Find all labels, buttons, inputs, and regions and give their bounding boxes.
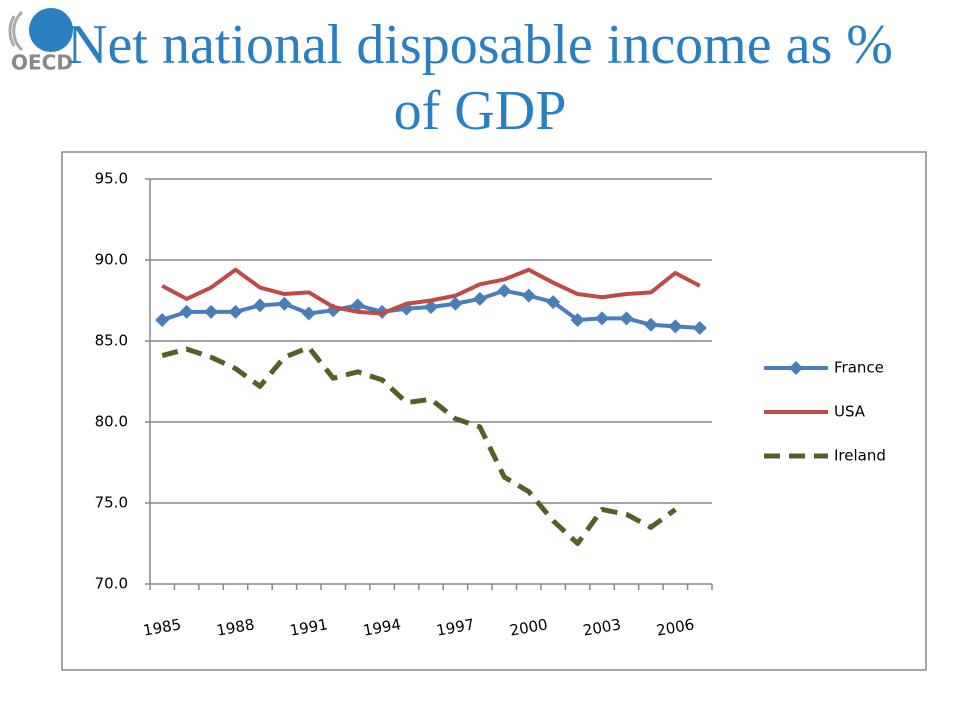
legend-label: France [834, 359, 884, 377]
legend-marker [789, 361, 803, 375]
point-marker [252, 298, 267, 313]
point-marker [277, 296, 292, 311]
x-tick-label: 1985 [142, 615, 183, 639]
point-marker [692, 321, 707, 336]
point-marker [448, 296, 463, 311]
point-marker [643, 317, 658, 332]
point-marker [570, 312, 585, 327]
y-tick-label: 80.0 [95, 413, 128, 431]
x-tick-label: 1994 [362, 615, 403, 639]
point-marker [668, 319, 683, 334]
point-marker [546, 295, 561, 310]
legend-label: Ireland [834, 447, 886, 465]
y-tick-label: 95.0 [95, 170, 128, 188]
point-marker [350, 298, 365, 313]
series-line [161, 344, 677, 546]
y-tick-label: 90.0 [95, 251, 128, 269]
y-tick-label: 75.0 [95, 494, 128, 512]
logo: OECD [8, 8, 73, 75]
chart-title: Net national disposable income as % of G… [67, 14, 893, 142]
point-marker [595, 311, 610, 326]
point-marker [472, 291, 487, 306]
logo-text: OECD [11, 51, 73, 75]
x-tick-label: 2000 [508, 615, 549, 639]
logo-circle [29, 8, 73, 52]
point-marker [204, 304, 219, 319]
point-marker [228, 304, 243, 319]
x-tick-label: 1991 [288, 615, 329, 639]
point-marker [424, 299, 438, 314]
series-line [161, 267, 701, 316]
legend-label: USA [834, 403, 866, 421]
chart-frame [61, 151, 927, 671]
point-marker [497, 283, 512, 298]
y-tick-label: 85.0 [95, 332, 128, 350]
x-tick-label: 1997 [435, 615, 476, 639]
logo-arc [12, 10, 24, 52]
point-marker [301, 306, 316, 321]
x-tick-label: 2006 [655, 615, 696, 639]
x-tick-label: 1988 [215, 615, 256, 639]
x-tick-label: 2003 [582, 615, 623, 639]
logo-arc [8, 15, 16, 47]
point-marker [155, 312, 170, 327]
point-marker [619, 311, 634, 326]
point-marker [179, 304, 194, 319]
y-tick-label: 70.0 [95, 575, 128, 593]
point-marker [521, 288, 536, 303]
